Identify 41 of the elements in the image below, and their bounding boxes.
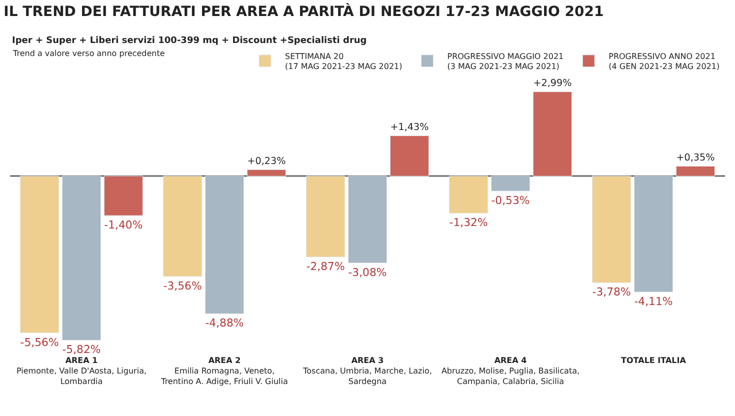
x-tick-label: AREA 4 Abruzzo, Molise, Puglia, Basilicata, Campania, Calabria, Sicilia xyxy=(441,356,580,386)
chart-title: IL TREND DEI FATTURATI PER AREA A PARITÀ DI NEGOZI 17-23 MAGGIO 2021 xyxy=(4,3,604,20)
data-label: -0,53% xyxy=(491,194,530,207)
legend-label: PROGRESSIVO MAGGIO 2021 (3 MAG 2021-23 MAG 2021) xyxy=(447,52,564,72)
data-label: -3,78% xyxy=(592,286,631,299)
bar xyxy=(676,166,715,176)
data-label: -3,08% xyxy=(348,266,387,279)
bar xyxy=(592,176,632,283)
data-label: -5,56% xyxy=(20,336,59,349)
bar xyxy=(490,176,530,192)
data-label: +2,99% xyxy=(533,78,572,90)
bar xyxy=(246,169,286,176)
data-label: -4,11% xyxy=(634,294,673,308)
bar xyxy=(634,176,674,292)
data-label: -1,40% xyxy=(104,218,143,232)
data-label: -5,82% xyxy=(62,343,101,356)
data-label: -3,56% xyxy=(163,279,202,292)
bar xyxy=(20,176,60,334)
bar xyxy=(306,176,346,258)
bar xyxy=(204,176,244,314)
x-tick-label: AREA 2 Emilia Romagna, Veneto, Trentino A. Adige, Friuli V. Giulia xyxy=(160,356,288,386)
bar xyxy=(348,176,388,264)
data-label: -1,32% xyxy=(449,216,488,230)
x-tick-label: AREA 3 Toscana, Umbria, Marche, Lazio, Sardegna xyxy=(302,356,432,386)
legend-label: SETTIMANA 20 (17 MAG 2021-23 MAG 2021) xyxy=(285,52,402,72)
legend-label: PROGRESSIVO ANNO 2021 (4 GEN 2021-23 MAG 2021) xyxy=(608,52,720,72)
bar xyxy=(532,92,572,176)
text: Trend a valore verso anno precedente xyxy=(12,49,165,58)
bar xyxy=(62,176,102,340)
x-tick-label: AREA 1 Piemonte, Valle D'Aosta, Liguria, Lombardia xyxy=(16,356,147,386)
bar xyxy=(390,136,429,176)
data-label: -4,88% xyxy=(205,316,244,330)
chart-subtitle: Iper + Super + Liberi servizi 100-399 mq + Discount +Specialisti drug xyxy=(12,36,367,46)
data-label: -2,87% xyxy=(306,260,345,273)
bar xyxy=(449,176,488,214)
data-label: +1,43% xyxy=(390,122,429,134)
bar xyxy=(163,176,202,277)
data-label: +0,35% xyxy=(676,152,715,164)
bar xyxy=(104,176,143,216)
x-tick-label: TOTALE ITALIA xyxy=(621,356,687,365)
data-label: +0,23% xyxy=(247,156,286,167)
